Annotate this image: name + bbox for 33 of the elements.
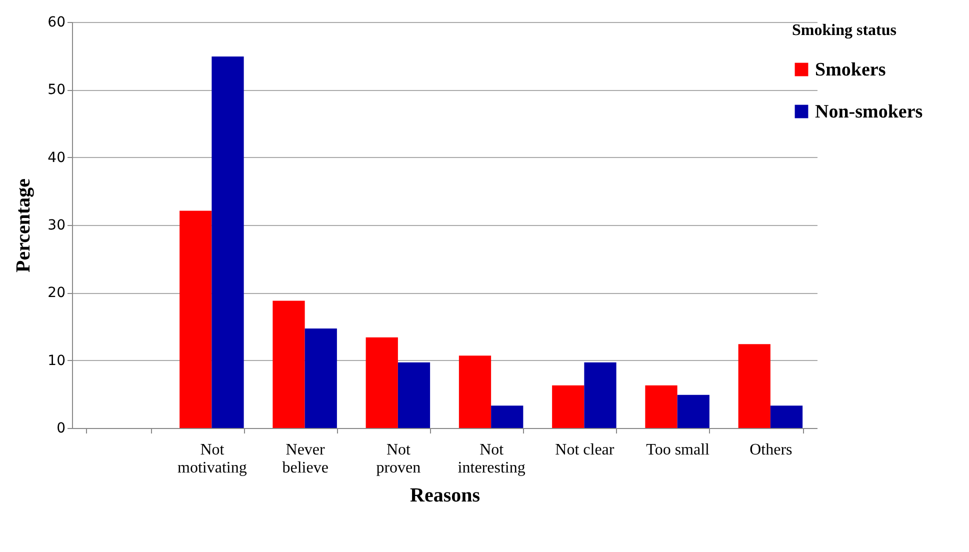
y-tick-label: 60 [48, 14, 66, 30]
y-tick-label: 10 [48, 352, 66, 369]
bar [770, 406, 803, 428]
bar [398, 362, 430, 428]
bar [738, 344, 770, 428]
y-tick-label: 0 [56, 420, 66, 436]
x-tick-label: Never believe [282, 442, 328, 476]
x-tick-label: Not clear [555, 442, 615, 458]
x-tick-label: Too small [646, 442, 710, 458]
legend-label: Smokers [815, 60, 886, 80]
bar [180, 210, 212, 428]
bar [491, 406, 524, 428]
x-tick-label: Not interesting [458, 442, 526, 476]
bar [304, 328, 337, 428]
y-tick-label: 50 [48, 82, 66, 98]
x-tick-label: Not motivating [178, 442, 247, 476]
y-tick-label: 20 [48, 285, 66, 302]
bar [552, 385, 584, 428]
bar [458, 356, 492, 428]
bar [212, 56, 244, 428]
x-tick-label: Others [750, 442, 792, 458]
legend-title: Smoking status [792, 22, 896, 39]
bar [645, 385, 678, 428]
legend-label: Non-smokers [815, 102, 923, 122]
x-axis-title: Reasons [410, 484, 480, 506]
x-tick-label: Not proven [376, 442, 421, 476]
y-tick-label: 40 [48, 150, 66, 166]
y-tick-label: 30 [48, 218, 66, 234]
bar [366, 337, 398, 428]
bar [677, 394, 710, 428]
bar [272, 300, 305, 428]
bar [584, 362, 616, 428]
y-axis-title: Percentage [12, 178, 35, 273]
